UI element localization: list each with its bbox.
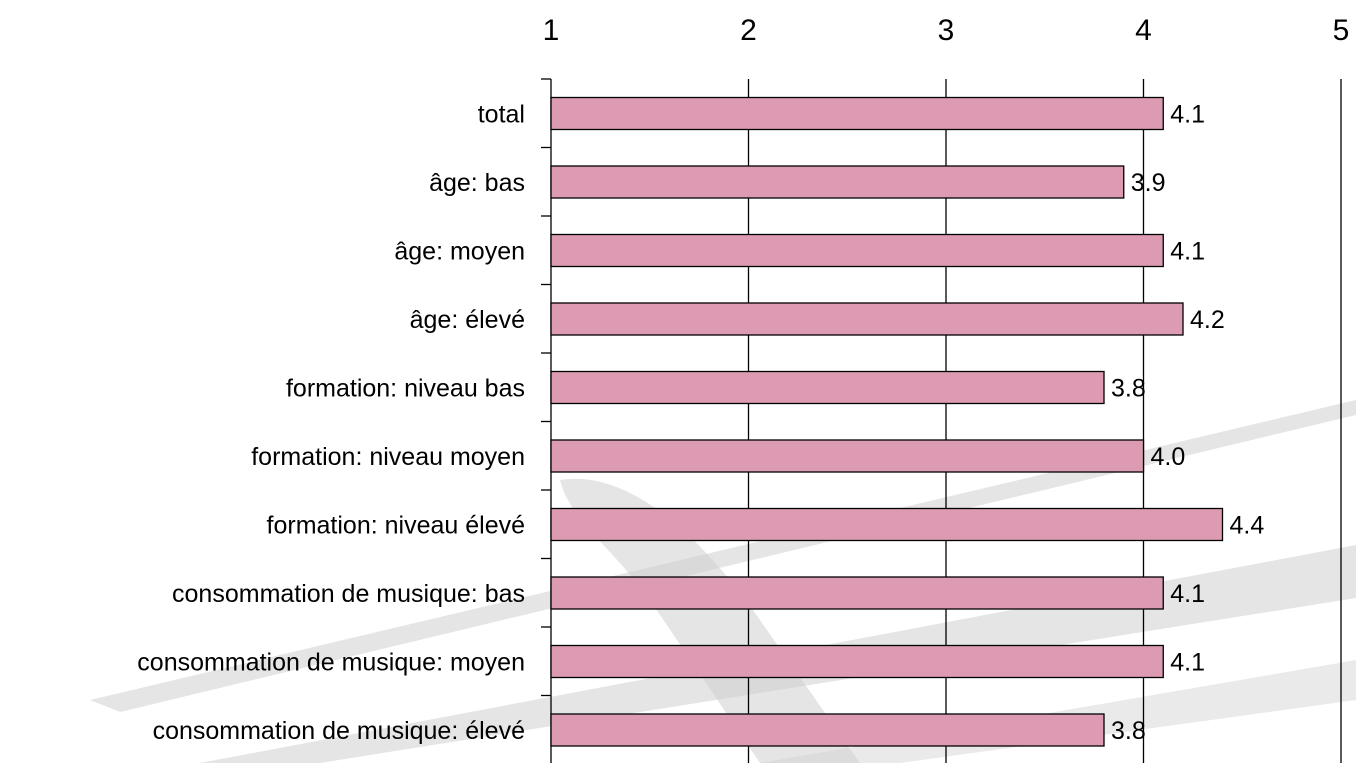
value-label: 3.9 xyxy=(1131,169,1166,197)
category-labels: total âge: bas âge: moyen âge: élevé formati… xyxy=(137,101,525,746)
value-label: 3.8 xyxy=(1111,375,1146,403)
category-label: formation: niveau moyen xyxy=(251,443,525,471)
x-tick-label: 4 xyxy=(1135,14,1152,47)
bar xyxy=(550,439,1145,473)
bar xyxy=(550,233,1164,268)
value-label: 4.1 xyxy=(1170,238,1205,266)
value-label: 3.8 xyxy=(1111,717,1146,745)
x-tick-label: 2 xyxy=(740,14,757,47)
x-axis: 1 2 3 4 5 xyxy=(541,14,1350,697)
value-label: 4.1 xyxy=(1170,649,1205,677)
bar xyxy=(550,96,1164,131)
value-labels: 4.1 3.9 4.1 4.2 3.8 4.0 4.4 4.1 4.1 3.8 xyxy=(1111,101,1264,746)
value-label: 4.0 xyxy=(1151,443,1186,471)
category-label: âge: bas xyxy=(429,169,525,197)
category-label: âge: élevé xyxy=(410,306,525,334)
x-tick-label: 1 xyxy=(543,14,560,47)
value-label: 4.4 xyxy=(1230,512,1265,540)
category-label: consommation de musique: moyen xyxy=(137,649,525,677)
bar xyxy=(550,370,1105,405)
value-label: 4.1 xyxy=(1170,580,1205,608)
x-tick-label: 3 xyxy=(938,14,955,47)
category-label: formation: niveau élevé xyxy=(267,512,525,540)
category-label: âge: moyen xyxy=(394,238,525,266)
bars xyxy=(550,96,1224,747)
bar xyxy=(550,713,1105,747)
category-label: total xyxy=(478,101,525,129)
value-label: 4.2 xyxy=(1190,306,1225,334)
value-label: 4.1 xyxy=(1170,101,1205,129)
x-tick-label: 5 xyxy=(1333,14,1350,47)
category-label: formation: niveau bas xyxy=(286,375,525,403)
bar xyxy=(550,576,1164,610)
watermark-stroke xyxy=(90,400,1356,712)
bar xyxy=(550,644,1164,679)
category-label: consommation de musique: élevé xyxy=(153,717,525,745)
category-label: consommation de musique: bas xyxy=(172,580,525,608)
bar xyxy=(550,302,1184,336)
watermark-stroke xyxy=(560,478,860,763)
bar xyxy=(550,165,1125,199)
bar xyxy=(550,507,1224,542)
